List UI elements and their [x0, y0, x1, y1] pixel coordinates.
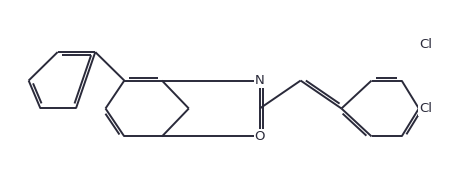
Text: Cl: Cl	[419, 38, 432, 50]
Text: Cl: Cl	[419, 102, 432, 115]
Text: O: O	[255, 130, 265, 143]
Text: N: N	[255, 74, 265, 87]
